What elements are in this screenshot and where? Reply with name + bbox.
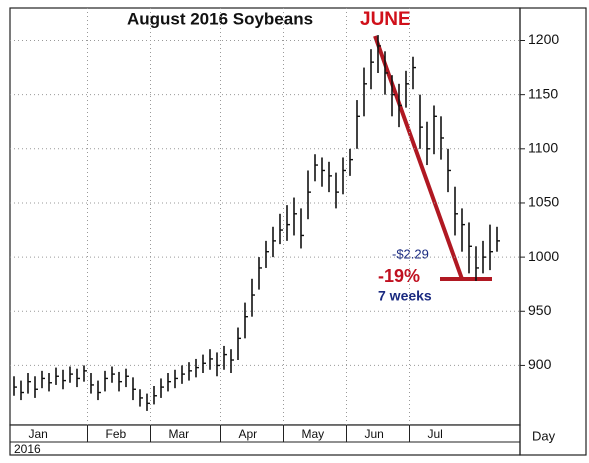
y-tick-label: 1100	[528, 140, 558, 156]
year-label: 2016	[14, 442, 41, 456]
x-tick-label: Feb	[106, 427, 127, 441]
trend-line	[373, 35, 464, 280]
y-axis-frame	[519, 7, 587, 456]
x-tick-label: Mar	[169, 427, 190, 441]
chart-title: August 2016 Soybeans	[127, 9, 313, 28]
annotation-change: -$2.29	[392, 246, 429, 261]
annotation-month: JUNE	[360, 9, 411, 30]
plot-frame	[9, 7, 521, 426]
y-tick-label: 1050	[528, 194, 559, 210]
x-axis-unit: Day	[532, 428, 556, 443]
y-tick-label: 900	[528, 356, 552, 372]
x-axis-frame	[9, 424, 521, 456]
y-tick-label: 1000	[528, 248, 559, 264]
y-tick-label: 1200	[528, 31, 559, 47]
x-tick-label: Jun	[365, 427, 384, 441]
x-tick-label: Jan	[29, 427, 48, 441]
annotation-percent: -19%	[378, 266, 420, 286]
y-tick-label: 1150	[528, 85, 558, 101]
x-tick-label: Apr	[239, 427, 258, 441]
x-tick-label: May	[302, 427, 325, 441]
x-tick-label: Jul	[428, 427, 443, 441]
annotation-duration: 7 weeks	[378, 288, 432, 304]
y-tick-label: 950	[528, 302, 552, 318]
